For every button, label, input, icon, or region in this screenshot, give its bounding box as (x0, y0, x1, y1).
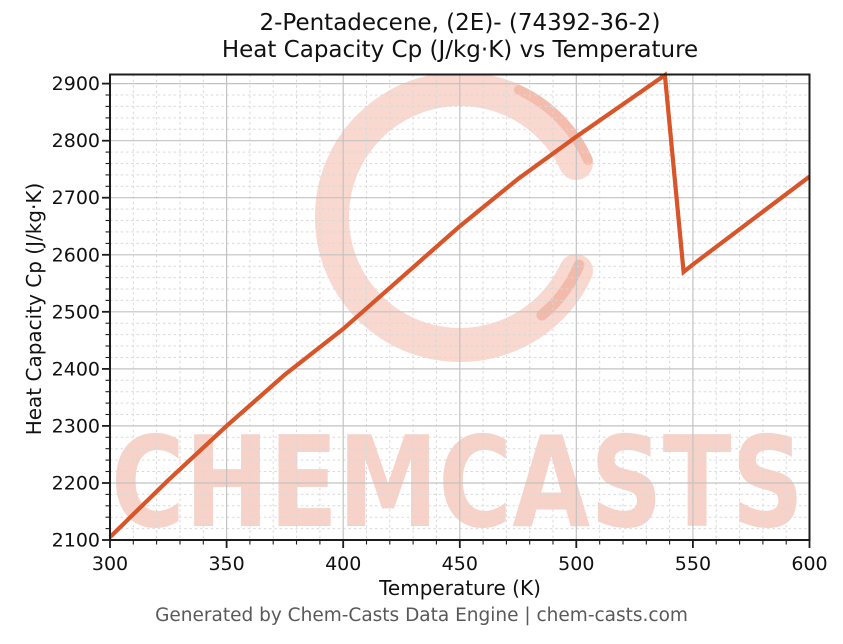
x-axis-label: Temperature (K) (379, 576, 541, 600)
x-tick-label: 450 (442, 553, 478, 575)
x-tick-label: 550 (675, 553, 711, 575)
y-tick-label: 2700 (52, 187, 100, 209)
watermark-layer: CHEMCASTS (111, 74, 804, 540)
footer-credit: Generated by Chem-Casts Data Engine | ch… (155, 605, 688, 626)
tick-labels: 300 350 400 450 500 550 600 2100 2200 2300 2400 250… (52, 73, 828, 575)
y-axis-label: Heat Capacity Cp (J/kg·K) (22, 182, 46, 436)
y-tick-label: 2300 (52, 415, 100, 437)
tick-marks (102, 82, 811, 548)
y-tick-label: 2500 (52, 301, 100, 323)
axes-spines (109, 73, 811, 541)
x-tick-label: 300 (92, 553, 128, 575)
y-tick-label: 2100 (52, 530, 100, 552)
y-tick-label: 2800 (52, 130, 100, 152)
chart-title-line2: Heat Capacity Cp (J/kg·K) vs Temperature (221, 37, 699, 63)
y-tick-label: 2400 (52, 358, 100, 380)
chart-title: 2-Pentadecene, (2E)- (74392-36-2) Heat C… (110, 10, 810, 64)
chart-title-line1: 2-Pentadecene, (2E)- (74392-36-2) (259, 10, 661, 36)
y-tick-label: 2900 (52, 73, 100, 95)
x-tick-label: 500 (558, 553, 594, 575)
y-tick-label: 2600 (52, 244, 100, 266)
minor-gridlines (110, 74, 810, 540)
data-line-cp (108, 71, 811, 539)
x-tick-label: 600 (791, 553, 827, 575)
x-tick-label: 400 (325, 553, 361, 575)
x-tick-label: 350 (208, 553, 244, 575)
y-tick-label: 2200 (52, 473, 100, 495)
